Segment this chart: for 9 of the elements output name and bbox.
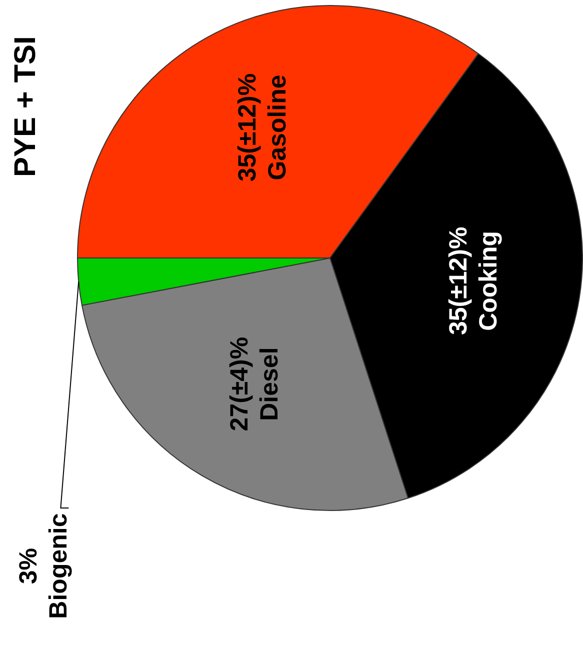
data-label: 3%	[14, 548, 43, 584]
data-label: 35(±12)%	[233, 73, 262, 182]
slice-label: Diesel	[255, 347, 284, 421]
text: PYE + TSI	[8, 35, 43, 179]
data-label: 27(±4)%	[225, 336, 254, 432]
data-label: 35(±12)%	[444, 226, 473, 336]
slice-label: Biogenic	[44, 513, 73, 619]
slice-label: Gasoline	[263, 74, 292, 180]
slice-label: Cooking	[474, 230, 503, 331]
